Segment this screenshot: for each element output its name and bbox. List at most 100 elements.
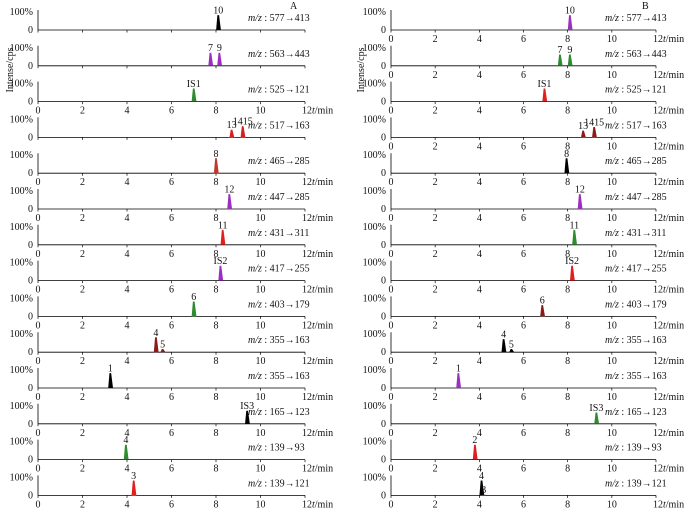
x-tick-label: 0 [389,320,394,331]
mz-transition: : 417→255 [619,264,667,275]
y-tick-label: 100% [363,43,386,54]
x-tick-label: 2 [433,106,438,117]
y-tick-label: 100% [363,293,386,304]
mz-label: m/z : 431→311 [605,228,666,239]
x-tick-label: 10 [256,320,266,331]
x-unit-symbol: t [663,70,666,81]
mz-transition: : 447→285 [262,192,310,203]
x-tick-label: 2 [80,499,85,510]
x-tick-label: 0 [389,34,394,45]
x-unit-symbol: t [663,285,666,296]
mz-transition: : 355→163 [262,335,310,346]
x-tick-label: 10 [607,177,617,188]
mz-transition: : 577→413 [619,13,667,24]
x-tick-label: 0 [36,464,41,475]
y-tick-label: 0 [381,490,386,501]
y-tick-label: 0 [28,419,33,430]
x-unit-label: /min [666,34,684,45]
y-tick-label: 100% [10,258,33,269]
mz-prefix: m/z [605,49,619,60]
mz-transition: : 355→163 [619,371,667,382]
y-tick-label: 0 [28,240,33,251]
mz-transition: : 517→163 [262,120,310,131]
mz-label: m/z : 517→163 [605,120,667,131]
mz-label: m/z : 139→93 [248,443,305,454]
y-tick-label: 0 [381,276,386,287]
x-tick-label: 10 [607,499,617,510]
x-tick-label: 8 [214,249,219,260]
x-tick-label: 4 [477,34,482,45]
mz-prefix: m/z [248,443,262,454]
mz-label: m/z : 165→123 [248,407,310,418]
x-tick-label: 2 [433,392,438,403]
peak-label: IS3 [240,401,254,412]
y-tick-label: 100% [363,472,386,483]
peak [216,15,221,31]
peak-label: 12 [575,185,585,196]
y-tick-label: 0 [28,168,33,179]
y-tick-label: 100% [10,222,33,233]
mz-transition: : 139→93 [262,443,305,454]
x-tick-label: 4 [477,249,482,260]
x-tick-label: 6 [169,428,174,439]
mz-transition: : 431→311 [262,228,309,239]
y-tick-label: 0 [381,204,386,215]
x-unit-label: /min [315,428,333,439]
x-tick-label: 4 [125,249,130,260]
x-tick-label: 8 [214,428,219,439]
x-tick-label: 10 [607,428,617,439]
mz-transition: : 525→121 [619,85,667,96]
peak [218,265,224,281]
x-tick-label: 10 [256,249,266,260]
x-tick-label: 10 [607,356,617,367]
mz-label: m/z : 139→121 [605,478,667,489]
x-tick-label: 8 [214,213,219,224]
x-tick-label: 0 [389,428,394,439]
peak [191,301,197,317]
x-tick-label: 6 [521,70,526,81]
x-tick-label: 2 [433,356,438,367]
x-unit-label: /min [666,249,684,260]
mz-prefix: m/z [248,120,262,131]
x-tick-label: 10 [607,213,617,224]
trace-row: 100% 00 2 4 6 8 10 12t/min m/z : 417→255 IS2 [363,256,684,295]
x-tick-label: 8 [565,428,570,439]
trace-row: 100% 00 2 4 6 8 10 12t/min m/z : 139→121 3 [10,471,333,510]
x-tick-label: 12t/min [653,392,684,403]
mz-label: m/z : 563→443 [248,49,310,60]
mz-transition: : 465→285 [262,156,310,167]
trace-row: 100% 00 2 4 6 8 10 12t/min m/z : 525→121 IS1 [363,79,684,117]
x-unit-label: /min [315,499,333,510]
y-tick-label: 100% [363,401,386,412]
x-tick-label: 6 [521,320,526,331]
x-tick-label: 0 [36,320,41,331]
x-unit-symbol: t [663,249,666,260]
y-tick-label: 0 [28,204,33,215]
x-tick-label: 6 [521,249,526,260]
x-tick-label: 2 [80,249,85,260]
trace-row: 100% 00 2 4 6 8 10 12t/min m/z : 139→93 2 [363,435,684,474]
mz-label: m/z : 139→121 [248,478,310,489]
x-unit-label: /min [666,70,684,81]
y-tick-label: 0 [28,25,33,36]
peak [229,129,235,138]
x-unit-label: /min [315,249,333,260]
peak [160,349,166,353]
x-unit-symbol: t [663,320,666,331]
x-tick-label: 4 [125,499,130,510]
x-tick-label: 0 [389,213,394,224]
mz-label: m/z : 417→255 [605,264,667,275]
x-tick-label: 2 [433,141,438,152]
x-tick-label: 4 [477,141,482,152]
x-tick-label: 6 [169,320,174,331]
peak-label: 7 [557,45,562,56]
peak [240,126,246,138]
x-tick-label: 6 [521,141,526,152]
y-tick-label: 100% [10,150,33,161]
mz-transition: : 517→163 [619,120,667,131]
x-tick-label: 12t/min [302,106,333,117]
